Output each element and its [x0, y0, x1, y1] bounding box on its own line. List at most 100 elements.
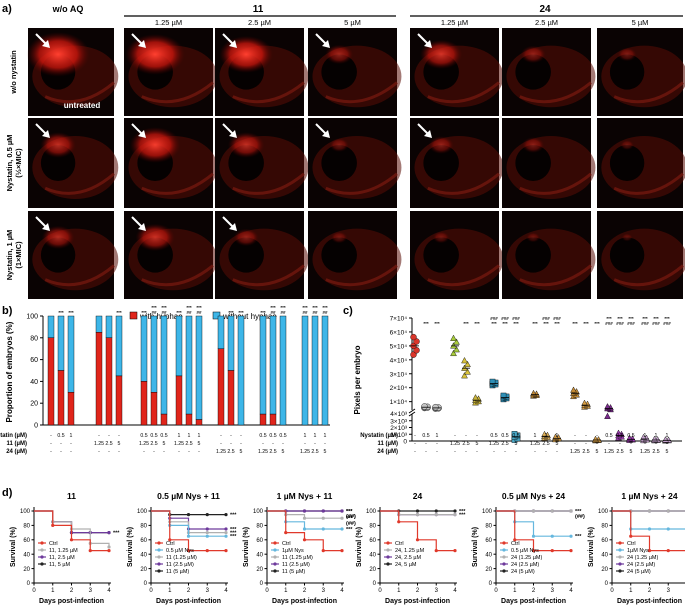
treatment-value: 5: [596, 449, 599, 455]
y-tick-label: 0: [144, 581, 148, 587]
significance-label: ##: [186, 310, 192, 315]
column-header: w/o AQ: [52, 4, 84, 14]
x-tick-label: 2: [648, 588, 652, 594]
treatment-value: -: [545, 449, 547, 455]
y-tick-label: 0: [373, 581, 377, 587]
x-tick-label: 1: [51, 588, 55, 594]
treatment-value: -: [585, 433, 587, 439]
y-tick-label: 80: [256, 524, 263, 530]
microscopy-image: [215, 118, 309, 208]
microscopy-image: [597, 211, 685, 299]
treatment-value: -: [220, 441, 222, 447]
y-tick-label: 6×10⁴: [390, 329, 408, 336]
significance-label: ###: [652, 321, 660, 326]
x-tick-label: 1: [168, 588, 172, 594]
bar-without-hyphae: [140, 315, 148, 382]
y-tick-label: 1×10⁴: [390, 399, 408, 406]
y-tick-label: 40: [601, 552, 608, 558]
treatment-value: -: [476, 449, 478, 455]
survival-point: [550, 534, 554, 538]
fluorescence-signal: [617, 47, 637, 62]
significance-label: ***: [554, 321, 560, 326]
survival-line: [267, 510, 342, 552]
significance-label: ##: [280, 310, 286, 315]
fluorescence-signal: [526, 232, 540, 243]
treatment-value: 0.5: [627, 433, 634, 439]
survival-point: [415, 538, 420, 542]
microscopy-image: [308, 28, 402, 116]
treatment-value: 1: [655, 433, 658, 439]
y-tick-label: 0: [34, 423, 38, 430]
treatment-value: 5: [282, 449, 285, 455]
legend-marker: [40, 555, 44, 559]
treatment-value: -: [108, 449, 110, 455]
treatment-value: -: [476, 433, 478, 439]
treatment-value: -: [666, 441, 668, 447]
survival-point: [69, 538, 74, 542]
significance-label: ###: [627, 321, 635, 326]
treatment-value: 0.5: [150, 433, 157, 439]
chart-title: 0.5 µM Nys + 24: [502, 491, 566, 501]
microscopy-image: [502, 118, 596, 208]
bar-with-hyphae: [217, 348, 225, 426]
data-point: [604, 403, 611, 410]
significance-label: ***: [664, 316, 670, 321]
treatment-value: 1: [178, 433, 181, 439]
y-axis-label: Survival (%): [472, 527, 479, 567]
embryo-yolk-edge: [519, 81, 592, 104]
x-tick-label: 2: [303, 588, 307, 594]
treatment-value: 5: [556, 441, 559, 447]
legend-label: 24 (1.25 µM): [511, 555, 542, 561]
data-point: [421, 403, 428, 410]
y-tick-label: 5×10⁴: [390, 343, 408, 350]
treatment-value: -: [262, 441, 264, 447]
treatment-value: -: [70, 449, 72, 455]
y-tick-label: 20: [140, 567, 147, 573]
treatment-value: -: [178, 449, 180, 455]
embryo-yolk-edge: [232, 264, 305, 287]
survival-point: [302, 527, 307, 531]
embryo-eye: [423, 145, 459, 181]
treatment-value: 0.5: [160, 433, 167, 439]
treatment-value: -: [143, 449, 145, 455]
significance-label: ***: [312, 305, 318, 310]
legend-label: Ctrl: [627, 541, 636, 547]
survival-point: [186, 549, 191, 553]
bar-with-hyphae: [57, 370, 65, 426]
data-point: [541, 430, 548, 438]
survival-point: [550, 549, 554, 553]
chart-title: 1 µM Nys + 11: [277, 491, 333, 501]
bar-without-hyphae: [95, 315, 103, 333]
row-label: Nystatin, 0.5 µM: [5, 135, 14, 192]
data-point: [461, 372, 468, 379]
treatment-value: 1.25: [570, 449, 580, 455]
treatment-value: 0.5: [140, 433, 147, 439]
bar-without-hyphae: [321, 315, 329, 426]
treatment-value: 2.5: [311, 449, 318, 455]
survival-point: [453, 549, 457, 553]
legend-swatch-without: [212, 311, 221, 320]
treatment-value: -: [596, 441, 598, 447]
data-point: [662, 436, 669, 443]
treatment-value: 1: [314, 433, 317, 439]
legend-label: 1µM Nys: [627, 548, 649, 554]
treatment-value: -: [220, 433, 222, 439]
y-axis-label: Survival (%): [243, 527, 250, 567]
x-axis-label: Days post-infection: [617, 598, 682, 605]
fluorescence-signal: [40, 132, 76, 158]
significance-label: (##): [575, 514, 585, 520]
fluorescence-signal: [227, 132, 265, 158]
panel-label: a): [2, 3, 12, 15]
significance-label: ***: [260, 310, 266, 315]
significance-label: ***: [423, 321, 429, 326]
legend-label: Ctrl: [395, 541, 404, 547]
treatment-value: 5: [666, 449, 669, 455]
x-tick-label: 3: [206, 588, 210, 594]
axis-break: [408, 411, 416, 417]
treatment-value: 5: [118, 441, 121, 447]
treatment-value: 5: [630, 449, 633, 455]
legend-marker: [386, 555, 390, 559]
survival-point: [531, 549, 536, 553]
bar-with-hyphae: [175, 375, 183, 426]
